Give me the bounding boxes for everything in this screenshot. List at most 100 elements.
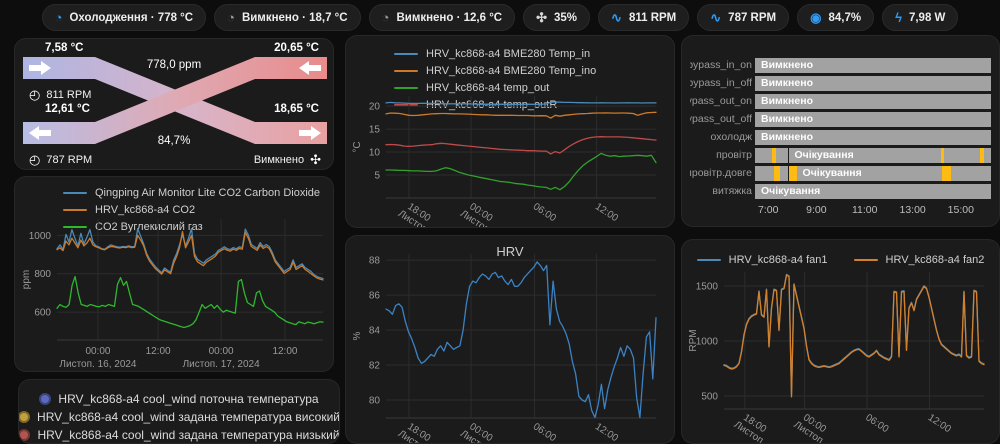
timeline-bar[interactable]: Вимкнено [755, 75, 991, 91]
timeline-segment[interactable] [772, 147, 776, 163]
timeline-segment[interactable] [755, 165, 775, 181]
timeline-segment[interactable] [774, 165, 781, 181]
intake-temp-label: 7,58 °C [45, 42, 84, 54]
timeline-segment[interactable]: Вимкнено [755, 57, 991, 73]
gauge-icon: ◴ [29, 152, 41, 167]
legend-label: HRV_kc868-a4 BME280 Temp_in [426, 48, 591, 60]
status-chip[interactable]: ◔ Вимкнено · 12,6 °C [368, 4, 516, 31]
efficiency-label: 84,7% [157, 135, 191, 147]
exhaust-air-band [23, 57, 327, 144]
legend-line-swatch [853, 259, 878, 261]
fans-chart-card[interactable]: HRV_kc868-a4 fan1 HRV_kc868-a4 fan2 500 10… [681, 239, 1000, 444]
hrv-chart-card[interactable]: HRV 808284868818:00Листоп...00:00Листоп.… [345, 235, 675, 444]
fans-chart-legend[interactable]: HRV_kc868-a4 fan1 HRV_kc868-a4 fan2 [682, 254, 999, 266]
return-temp-label: 20,65 °C [274, 42, 319, 54]
timeline-bar[interactable]: Очікування [755, 183, 991, 199]
timeline-row: провітр.довге Очікування [690, 164, 991, 182]
timeline-row: охолодж Вимкнено [690, 128, 991, 146]
timeline-segment[interactable] [944, 147, 980, 163]
legend-item[interactable]: CO2 Вуглекислий газ [63, 221, 320, 233]
gauge-icon: ◴ [29, 87, 41, 102]
timeline-bar[interactable]: Вимкнено [755, 129, 991, 145]
timeline-segment-state: Очікування [794, 149, 854, 161]
svg-text:RPM: RPM [688, 329, 699, 351]
svg-text:5: 5 [374, 171, 380, 182]
intake-fan-speed: ◴ 811 RPM [29, 87, 92, 102]
status-chip[interactable]: ◔ Вимкнено · 18,7 °C [214, 4, 361, 31]
timeline-segment[interactable] [780, 165, 788, 181]
status-chip[interactable]: ∿ 811 RPM [598, 4, 690, 31]
svg-text:10: 10 [369, 148, 381, 159]
timeline-row-label: провітр.довге [690, 167, 752, 179]
status-chip[interactable]: ◔ Охолодження · 778 °C [41, 4, 207, 31]
timeline-segment[interactable]: Очікування [796, 165, 942, 181]
timeline-segment[interactable]: Очікування [755, 183, 991, 199]
thermostat-icon: ◔ [381, 10, 390, 25]
legend-item[interactable]: HRV_kc868-a4 cool_wind задана температур… [19, 410, 339, 424]
legend-item[interactable]: HRV_kc868-a4 cool_wind задана температур… [19, 428, 339, 442]
svg-text:00:00: 00:00 [209, 346, 234, 357]
timeline-axis: 7:00 9:00 11:00 13:00 15:00 [755, 200, 991, 216]
legend-item[interactable]: HRV_kc868-a4 BME280 Temp_in [394, 48, 596, 60]
timeline-segment[interactable] [951, 165, 991, 181]
state-timeline-card[interactable]: bypass_in_on Вимкнено bypass_in_off Вимкнен… [681, 35, 1000, 227]
eye-icon: ◉ [810, 10, 822, 25]
co2-chart[interactable]: 600 800 1000 00:00 Листоп. 16, 2024 12:00 00:0… [19, 217, 331, 370]
legend-dot-swatch [19, 411, 31, 423]
timeline-bar[interactable]: Очікування [755, 147, 991, 163]
legend-item[interactable]: HRV_kc868-a4 cool_wind поточна температу… [39, 392, 319, 406]
timeline-segment[interactable]: Очікування [788, 147, 942, 163]
timeline-axis-tick: 7:00 [757, 204, 779, 216]
legend-label: HRV_kc868-a4 fan1 [728, 254, 828, 266]
legend-item[interactable]: HRV_kc868-a4 CO2 [63, 204, 320, 216]
fans-chart[interactable]: 500 1000 1500 18:00 Листоп... 00:00 Листоп... 0… [686, 270, 998, 443]
cool-wind-legend-card[interactable]: HRV_kc868-a4 cool_wind поточна температу… [18, 379, 340, 444]
timeline-segment[interactable] [755, 147, 773, 163]
timeline-segment[interactable]: Вимкнено [755, 111, 991, 127]
timeline-bar[interactable]: Вимкнено [755, 93, 991, 109]
hrv-chart[interactable]: 808284868818:00Листоп...00:00Листоп...06… [350, 252, 672, 443]
timeline-segment[interactable] [941, 147, 945, 163]
co2-chart-legend[interactable]: Qingping Air Monitor Lite CO2 Carbon Dio… [63, 187, 320, 233]
temperature-chart-card[interactable]: HRV_kc868-a4 BME280 Temp_in HRV_kc868-a4 … [345, 35, 675, 228]
status-chip[interactable]: ◉ 84,7% [797, 4, 875, 31]
legend-item[interactable]: HRV_kc868-a4 BME280 Temp_ino [394, 65, 596, 77]
timeline-segment[interactable]: Вимкнено [755, 129, 991, 145]
chip-label: 7,98 W [908, 11, 946, 24]
co2-chart-card[interactable]: Qingping Air Monitor Lite CO2 Carbon Dio… [14, 176, 334, 372]
temperature-chart[interactable]: 5 10 15 20 18:00 Листоп... 00:00 Листоп... 06:00… [350, 94, 672, 227]
legend-label: Qingping Air Monitor Lite CO2 Carbon Dio… [95, 187, 321, 199]
chip-label: Вимкнено · 12,6 °C [396, 11, 503, 24]
legend-line-swatch [394, 87, 418, 89]
timeline-segment[interactable] [788, 165, 797, 181]
timeline-bar[interactable]: Вимкнено [755, 111, 991, 127]
legend-item[interactable]: HRV_kc868-a4 temp_out [394, 82, 596, 94]
hrv-chart-title: HRV [496, 244, 524, 259]
timeline-bar[interactable]: Вимкнено [755, 57, 991, 73]
cool-wind-legend[interactable]: HRV_kc868-a4 cool_wind поточна температу… [19, 392, 339, 442]
timeline-segment[interactable]: Вимкнено [755, 93, 991, 109]
timeline-segment[interactable] [984, 147, 991, 163]
supply-temp-label: 18,65 °C [274, 103, 319, 115]
status-chip[interactable]: ϟ 7,98 W [882, 4, 959, 31]
timeline-bar[interactable]: Очікування [755, 165, 991, 181]
status-chip[interactable]: ✣ 35% [523, 4, 591, 31]
arrow-left-icon [29, 126, 51, 140]
legend-item[interactable]: HRV_kc868-a4 temp_outR [394, 99, 596, 111]
heat-exchanger-card[interactable]: 7,58 °C 20,65 °C 778,0 ppm ◴ 811 RPM 12,… [14, 38, 334, 170]
svg-text:Листоп. 16, 2024: Листоп. 16, 2024 [59, 359, 137, 369]
timeline-row: bypass_out_on Вимкнено [690, 92, 991, 110]
legend-line-swatch [394, 53, 418, 55]
timeline-segment[interactable] [775, 147, 788, 163]
temperature-chart-legend[interactable]: HRV_kc868-a4 BME280 Temp_in HRV_kc868-a4 … [394, 48, 596, 111]
pulse-icon: ∿ [710, 10, 722, 25]
timeline-segment[interactable] [979, 147, 985, 163]
arrow-right-icon [29, 61, 51, 75]
legend-item[interactable]: HRV_kc868-a4 fan1 [696, 254, 828, 266]
legend-item[interactable]: Qingping Air Monitor Lite CO2 Carbon Dio… [63, 187, 320, 199]
timeline-segment[interactable] [941, 165, 952, 181]
timeline-segment[interactable]: Вимкнено [755, 75, 991, 91]
legend-item[interactable]: HRV_kc868-a4 fan2 [853, 254, 984, 266]
status-chip[interactable]: ∿ 787 RPM [697, 4, 790, 31]
legend-label: HRV_kc868-a4 BME280 Temp_ino [426, 65, 597, 77]
